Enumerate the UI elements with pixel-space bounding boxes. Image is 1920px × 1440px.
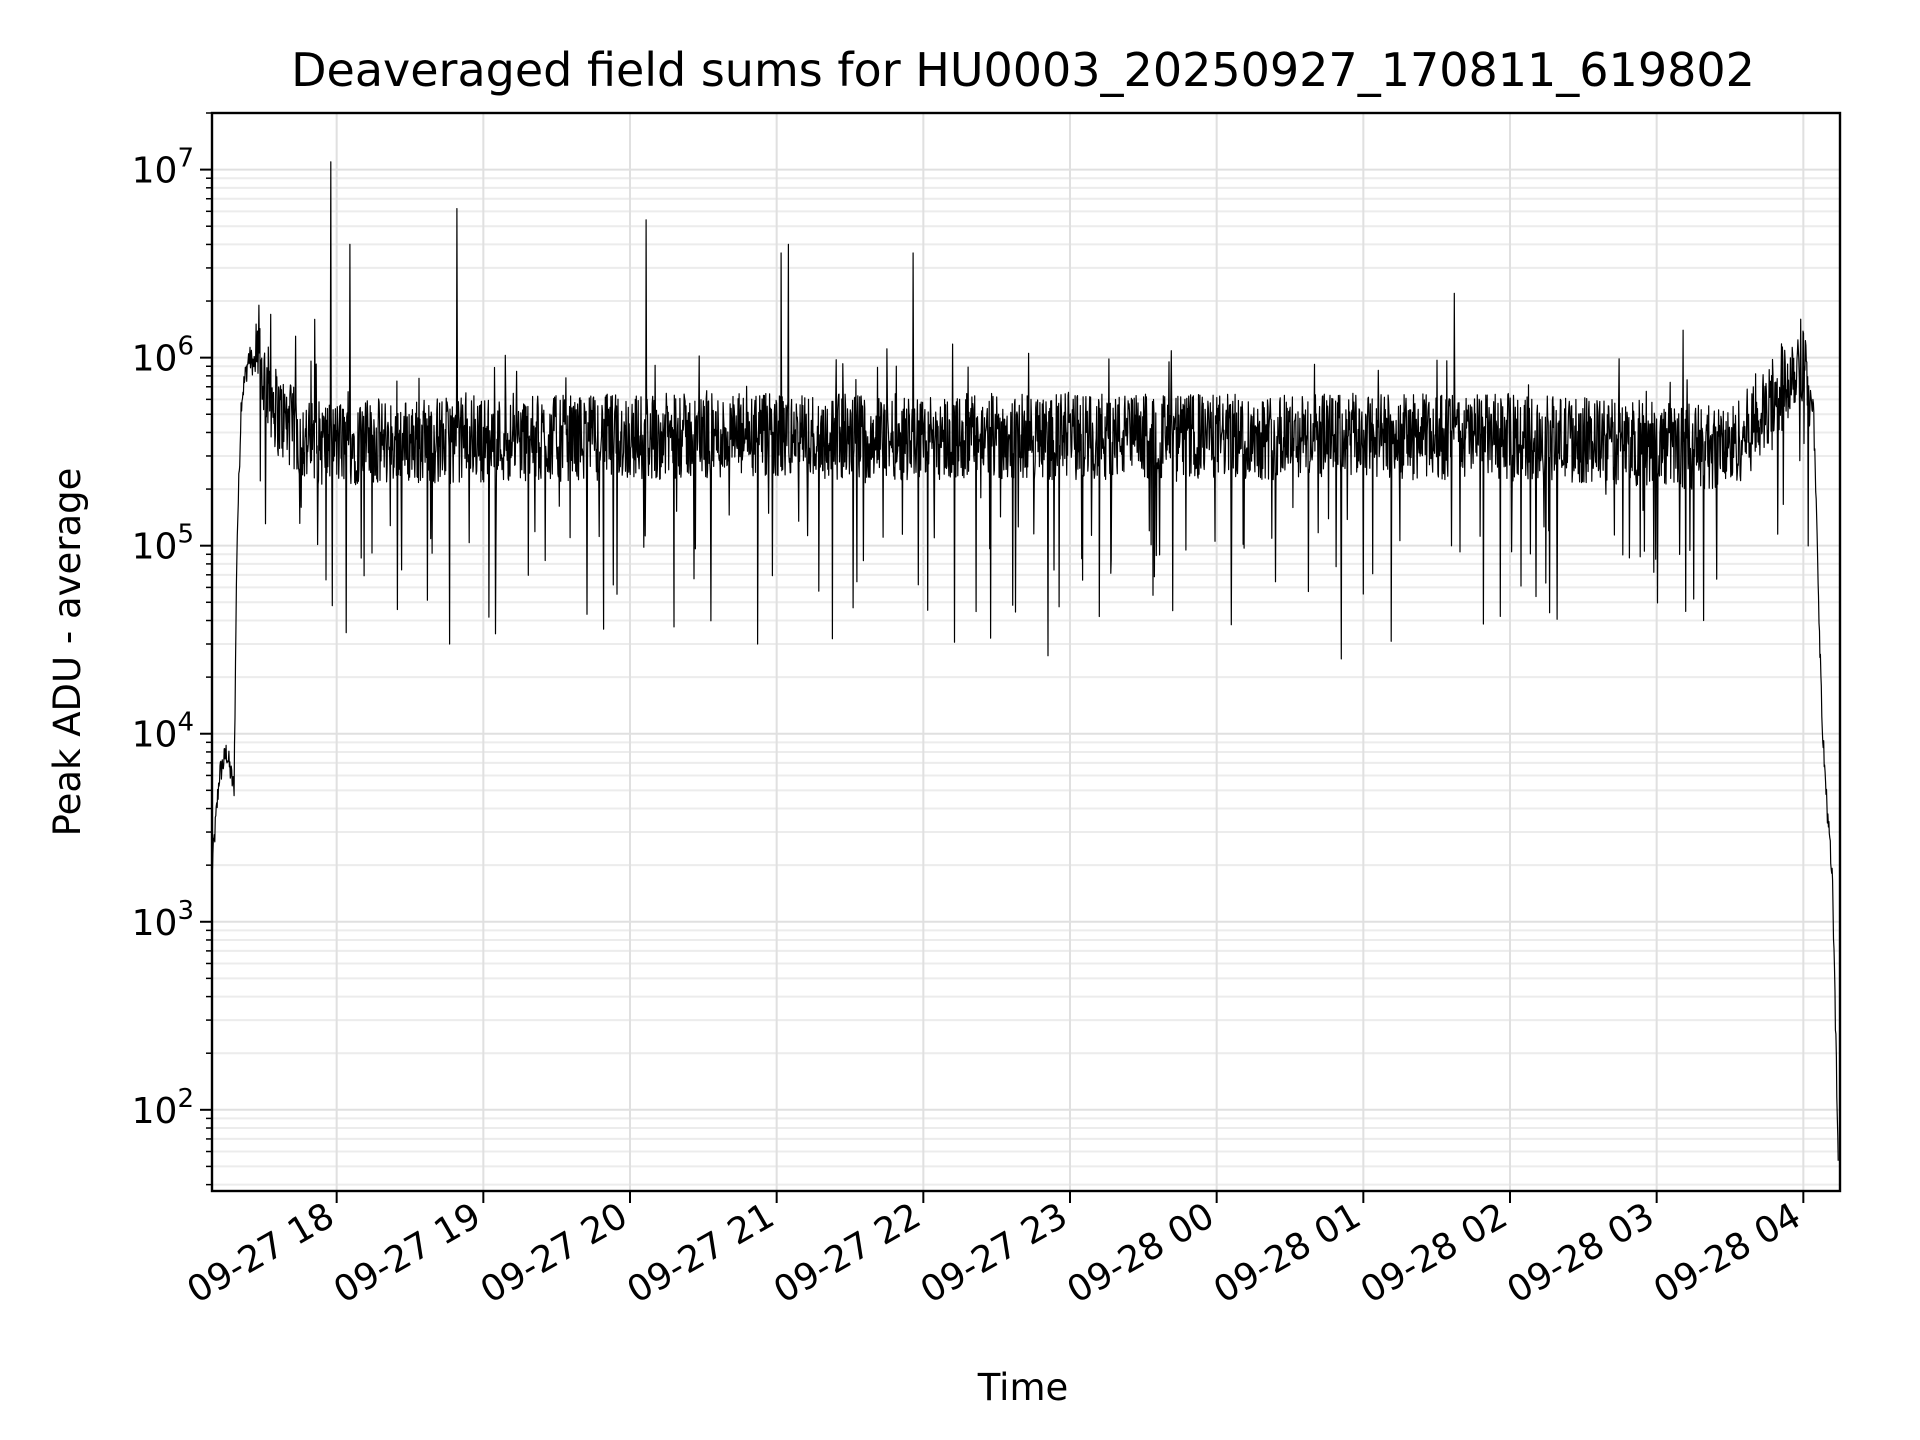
x-tick-label: 09-28 02 xyxy=(1354,1195,1515,1311)
data-series-line xyxy=(211,161,1839,1161)
y-axis-label: Peak ADU - average xyxy=(46,468,89,837)
x-axis-label: Time xyxy=(977,1366,1069,1409)
y-tick-label: 106 xyxy=(132,332,194,380)
y-tick-label: 105 xyxy=(132,520,194,568)
x-tick-label: 09-27 21 xyxy=(620,1195,781,1311)
chart-title: Deaveraged field sums for HU0003_2025092… xyxy=(291,43,1755,97)
x-tick-label: 09-28 00 xyxy=(1060,1195,1221,1311)
y-tick-label: 107 xyxy=(132,144,194,192)
y-tick-label: 104 xyxy=(132,708,194,756)
y-tick-label: 103 xyxy=(132,896,194,944)
x-tick-label: 09-28 04 xyxy=(1647,1195,1808,1311)
x-tick-label: 09-27 23 xyxy=(914,1195,1075,1311)
y-tick-label: 102 xyxy=(132,1084,194,1132)
axes-frame xyxy=(210,111,1842,1193)
x-tick-label: 09-27 19 xyxy=(327,1195,488,1311)
x-tick-label: 09-27 18 xyxy=(180,1195,341,1311)
x-tick-label: 09-27 20 xyxy=(474,1195,635,1311)
plot-area xyxy=(211,161,1839,1161)
x-tick-label: 09-28 03 xyxy=(1500,1195,1661,1311)
x-tick-label: 09-28 01 xyxy=(1207,1195,1368,1311)
y-axis: 102 103 104 105 106 107 xyxy=(132,112,212,1186)
x-tick-label: 09-27 22 xyxy=(767,1195,928,1311)
